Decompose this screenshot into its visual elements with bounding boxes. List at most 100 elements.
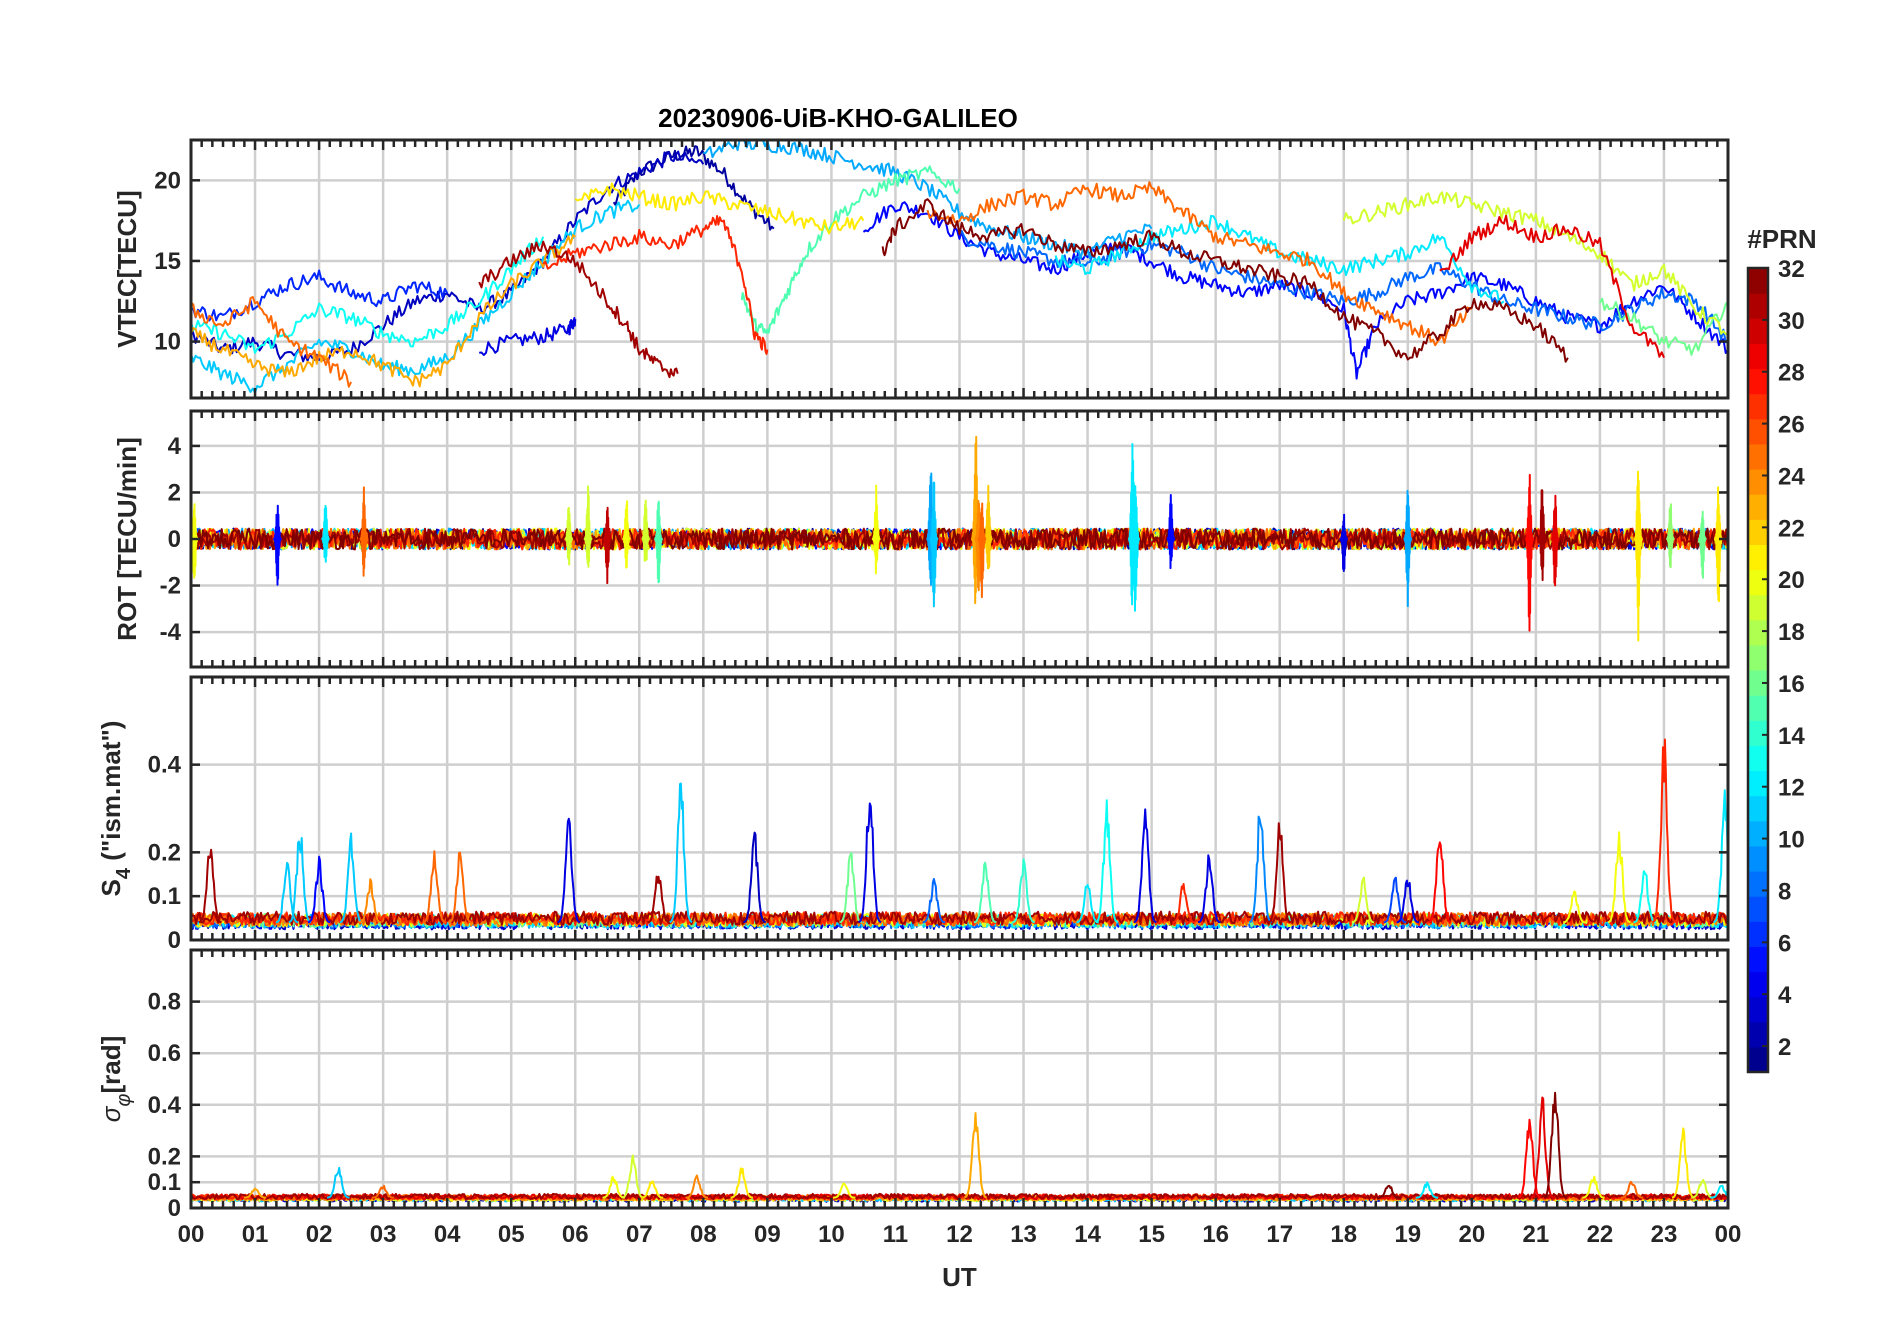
sigma-phi-panel: 00.10.2 0.4 0.6 0.8 σφ[rad] 00 01 02 03 04 05 06 07 0… [96, 948, 1742, 1292]
colorbar-tick-label: 30 [1778, 308, 1805, 335]
event-prn-25 [359, 486, 369, 577]
series-prn-11 [191, 199, 641, 394]
x-tick-label: 08 [690, 1221, 717, 1248]
colorbar-segment [1748, 443, 1768, 470]
event-prn-27 [1172, 883, 1196, 924]
x-tick-label: 00 [1715, 1221, 1742, 1248]
event-prn-19 [583, 485, 593, 568]
series-prn-6 [191, 269, 449, 322]
x-minor-ticks [189, 950, 1730, 1208]
traces [191, 435, 1728, 642]
x-minor-ticks [189, 411, 1730, 667]
event-prn-15 [973, 861, 997, 924]
y-tick-label: -4 [160, 619, 182, 646]
colorbar-tick-label: 10 [1778, 827, 1805, 854]
event-prn-25 [423, 850, 446, 924]
colorbar-segment [1748, 393, 1768, 420]
traces [191, 140, 1728, 394]
colorbar-tick-label: 6 [1778, 930, 1791, 957]
colorbar-segment [1748, 368, 1768, 395]
event-prn-20 [1607, 831, 1631, 924]
event-prn-4 [1339, 513, 1349, 572]
event-prn-22 [983, 484, 993, 570]
vtec-panel: 10 15 20 VTEC[TECU] [112, 138, 1730, 400]
x-tick-label: 04 [434, 1221, 461, 1248]
series-prn-15 [740, 165, 961, 335]
colorbar-tick-label: 32 [1778, 256, 1805, 283]
colorbar-segment [1748, 469, 1768, 495]
colorbar-segment [1748, 268, 1768, 294]
event-prn-4 [1197, 854, 1221, 924]
x-tick-label: 20 [1458, 1221, 1485, 1248]
event-prn-20 [1582, 1175, 1605, 1199]
event-prn-8 [922, 878, 946, 924]
colorbar-tick-label: 12 [1778, 775, 1805, 802]
y-tick-label: 4 [168, 433, 182, 460]
series-prn-32 [191, 527, 1728, 551]
x-tick-label: 16 [1202, 1221, 1229, 1248]
event-prn-9 [1248, 815, 1273, 924]
y-axis-label: VTEC[TECU] [112, 190, 142, 347]
y-tick-label: 0 [168, 1195, 181, 1222]
x-tick-label: 19 [1394, 1221, 1421, 1248]
colorbar-segment [1748, 896, 1768, 922]
series-prn-25 [191, 296, 353, 388]
event-prn-10 [1403, 489, 1413, 608]
series-prn-2 [612, 145, 775, 231]
event-prn-28 [1524, 473, 1535, 632]
event-prn-27 [1652, 738, 1676, 924]
y-tick-label: 0.1 [148, 883, 181, 910]
x-minor-ticks [189, 140, 1730, 398]
colorbar-tick-label: 16 [1778, 671, 1805, 698]
series-prn-16 [1599, 297, 1728, 356]
y-tick-label: 0 [168, 927, 181, 954]
x-tick-label: 09 [754, 1221, 781, 1248]
x-tick-label: 06 [562, 1221, 589, 1248]
event-prn-5 [272, 504, 283, 586]
event-prn-12 [321, 504, 330, 563]
colorbar-segment [1748, 544, 1768, 571]
y-axis-label-rest: [rad] [96, 1036, 126, 1094]
y-tick-label: 0.4 [148, 752, 182, 779]
colorbar-segment [1748, 519, 1768, 545]
event-prn-20 [622, 500, 631, 569]
y-tick-label: 15 [154, 248, 181, 275]
event-prn-16 [1697, 510, 1707, 579]
event-prn-21 [1671, 1127, 1695, 1199]
series-prn-21 [574, 182, 865, 235]
y-tick-label: 0.2 [148, 839, 181, 866]
colorbar-segment [1748, 1021, 1768, 1048]
colorbar-segment [1748, 871, 1768, 897]
event-prn-4 [1133, 808, 1157, 924]
y-tick-label: 10 [154, 329, 181, 356]
x-tick-label: 05 [498, 1221, 525, 1248]
colorbar-tick-label: 24 [1778, 463, 1805, 490]
event-prn-11 [929, 481, 939, 608]
event-prn-25 [1620, 1180, 1644, 1199]
series-prn-10 [703, 140, 1153, 260]
y-tick-label: -2 [160, 573, 181, 600]
x-tick-label: 23 [1651, 1221, 1678, 1248]
event-prn-19 [564, 506, 574, 566]
colorbar-segment [1748, 494, 1768, 520]
event-prn-19 [641, 499, 651, 562]
x-tick-label: 12 [946, 1221, 973, 1248]
event-prn-23 [243, 1187, 267, 1199]
series-prn-25 [926, 181, 1473, 347]
event-prn-19 [621, 1154, 645, 1199]
event-prn-28 [1428, 841, 1452, 924]
series-prn-29 [1439, 214, 1665, 359]
x-tick-label: 00 [178, 1221, 205, 1248]
series-prn-8 [958, 230, 1728, 344]
y-tick-label: 0.2 [148, 1143, 181, 1170]
colorbar-segment [1748, 946, 1768, 973]
x-minor-ticks [189, 677, 1730, 940]
event-prn-11 [339, 832, 363, 924]
series-prn-23 [191, 234, 576, 388]
colorbar-segment [1748, 996, 1768, 1023]
event-prn-11 [669, 782, 693, 924]
x-tick-label: 07 [626, 1221, 653, 1248]
colorbar-segment [1748, 695, 1768, 721]
x-tick-label: 11 [883, 1221, 908, 1248]
event-prn-20 [871, 484, 881, 575]
